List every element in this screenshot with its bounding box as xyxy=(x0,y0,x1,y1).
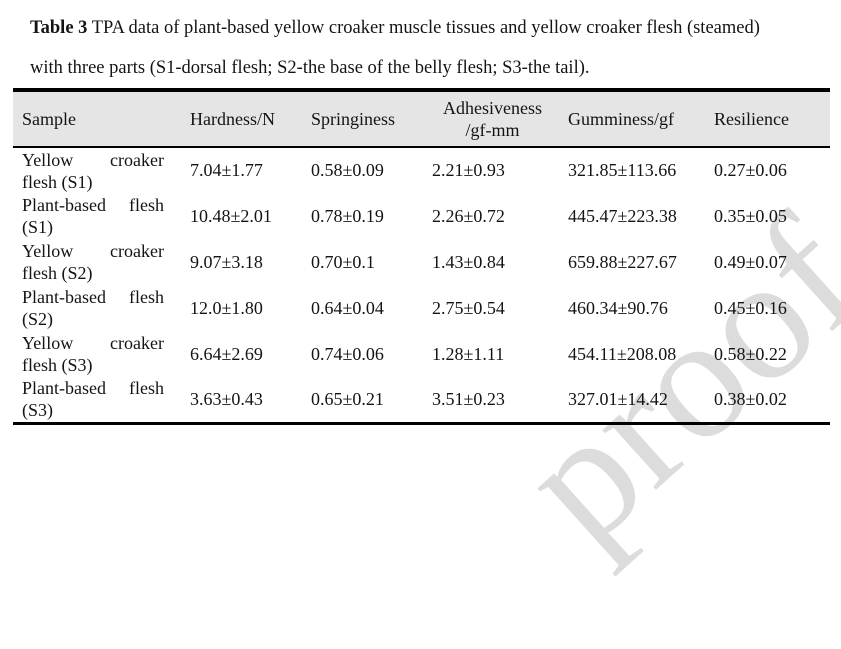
cell-gumminess: 460.34±90.76 xyxy=(568,297,668,318)
caption-line-1: Table 3 TPA data of plant-based yellow c… xyxy=(30,8,835,48)
cell-springiness: 0.74±0.06 xyxy=(311,343,384,364)
sample-name: Yellow croaker flesh (S1) xyxy=(22,149,164,192)
cell-sample: Plant-based flesh (S2) xyxy=(13,285,185,331)
cell-hardness: 3.63±0.43 xyxy=(190,388,263,409)
table-row: Yellow croaker flesh (S1) 7.04±1.77 0.58… xyxy=(13,147,830,193)
sample-name: Yellow croaker flesh (S3) xyxy=(22,333,164,375)
caption-title-text: TPA data of plant-based yellow croaker m… xyxy=(87,18,760,38)
table-row: Yellow croaker flesh (S3) 6.64±2.69 0.74… xyxy=(13,331,830,377)
header-cell-hardness: Hardness/N xyxy=(190,109,275,129)
header-cell-adhesiveness: Adhesiveness/gf-mm xyxy=(425,90,560,147)
cell-adhesiveness: 2.26±0.72 xyxy=(432,205,505,226)
cell-adhesiveness: 1.43±0.84 xyxy=(432,251,505,272)
cell-sample: Plant-based flesh (S1) xyxy=(13,193,185,239)
cell-resilience: 0.58±0.22 xyxy=(714,343,787,364)
cell-gumminess: 321.85±113.66 xyxy=(568,160,677,180)
cell-hardness: 9.07±3.18 xyxy=(190,251,263,272)
cell-springiness: 0.70±0.1 xyxy=(311,251,375,272)
sample-name: Plant-based flesh (S1) xyxy=(22,195,164,237)
cell-hardness: 10.48±2.01 xyxy=(190,205,272,226)
caption-table-number: Table 3 xyxy=(30,18,88,38)
cell-gumminess: 327.01±14.42 xyxy=(568,388,668,409)
cell-sample: Yellow croaker flesh (S3) xyxy=(13,331,185,377)
cell-sample: Yellow croaker flesh (S1) xyxy=(13,147,185,193)
cell-resilience: 0.27±0.06 xyxy=(714,160,787,180)
cell-sample: Yellow croaker flesh (S2) xyxy=(13,239,185,285)
table-header: Sample Hardness/N Springiness Adhesivene… xyxy=(13,90,830,147)
header-cell-springiness: Springiness xyxy=(311,109,396,129)
header-row: Sample Hardness/N Springiness Adhesivene… xyxy=(13,90,830,147)
cell-gumminess: 659.88±227.67 xyxy=(568,251,677,272)
sample-name: Yellow croaker flesh (S2) xyxy=(22,241,164,283)
cell-gumminess: 454.11±208.08 xyxy=(568,343,677,364)
cell-adhesiveness: 1.28±1.11 xyxy=(432,343,505,364)
cell-hardness: 12.0±1.80 xyxy=(190,297,263,318)
cell-resilience: 0.45±0.16 xyxy=(714,297,787,318)
table-body: Yellow croaker flesh (S1) 7.04±1.77 0.58… xyxy=(13,147,830,423)
cell-sample: Plant-based flesh (S3) xyxy=(13,377,185,423)
caption-line-2: with three parts (S1-dorsal flesh; S2-th… xyxy=(30,58,590,78)
cell-adhesiveness: 3.51±0.23 xyxy=(432,388,505,409)
cell-resilience: 0.38±0.02 xyxy=(714,388,787,409)
cell-springiness: 0.64±0.04 xyxy=(311,297,384,318)
cell-springiness: 0.78±0.19 xyxy=(311,205,384,226)
header-cell-resilience: Resilience xyxy=(714,109,789,129)
cell-gumminess: 445.47±223.38 xyxy=(568,205,677,226)
cell-adhesiveness: 2.21±0.93 xyxy=(432,160,505,180)
table-caption: Table 3 TPA data of plant-based yellow c… xyxy=(30,8,835,88)
table-row: Plant-based flesh (S3) 3.63±0.43 0.65±0.… xyxy=(13,377,830,423)
tpa-data-table: Sample Hardness/N Springiness Adhesivene… xyxy=(13,88,830,425)
sample-name: Plant-based flesh (S3) xyxy=(22,378,164,421)
cell-hardness: 7.04±1.77 xyxy=(190,160,263,180)
cell-springiness: 0.65±0.21 xyxy=(311,388,384,409)
cell-springiness: 0.58±0.09 xyxy=(311,160,384,180)
cell-hardness: 6.64±2.69 xyxy=(190,343,263,364)
table-row: Plant-based flesh (S1) 10.48±2.01 0.78±0… xyxy=(13,193,830,239)
header-cell-sample: Sample xyxy=(22,109,76,129)
sample-name: Plant-based flesh (S2) xyxy=(22,287,164,329)
header-cell-gumminess: Gumminess/gf xyxy=(568,109,674,129)
adhesiveness-label-line2: /gf-mm xyxy=(465,120,520,140)
cell-resilience: 0.35±0.05 xyxy=(714,205,787,226)
table-row: Plant-based flesh (S2) 12.0±1.80 0.64±0.… xyxy=(13,285,830,331)
adhesiveness-label-line1: Adhesiveness xyxy=(443,98,542,118)
cell-adhesiveness: 2.75±0.54 xyxy=(432,297,505,318)
table-row: Yellow croaker flesh (S2) 9.07±3.18 0.70… xyxy=(13,239,830,285)
cell-resilience: 0.49±0.07 xyxy=(714,251,787,272)
